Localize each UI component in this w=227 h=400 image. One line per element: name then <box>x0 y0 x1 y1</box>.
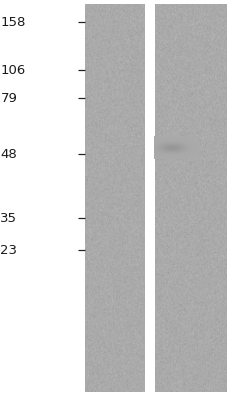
Text: 35: 35 <box>0 212 17 224</box>
Text: 158: 158 <box>0 16 26 28</box>
Text: 79: 79 <box>0 92 17 104</box>
Text: 23: 23 <box>0 244 17 256</box>
Text: 48: 48 <box>0 148 17 160</box>
Bar <box>144 4 155 392</box>
Text: 106: 106 <box>0 64 26 76</box>
